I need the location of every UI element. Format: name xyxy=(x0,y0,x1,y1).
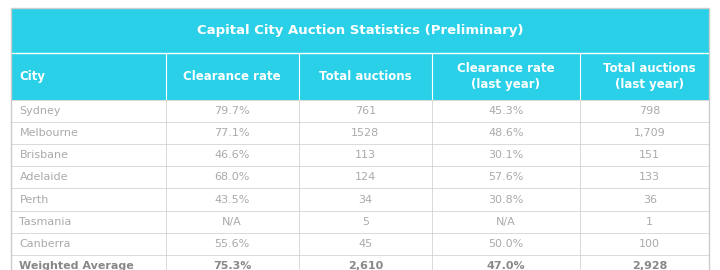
Text: 77.1%: 77.1% xyxy=(215,128,250,138)
Bar xyxy=(11,166,709,188)
Text: Perth: Perth xyxy=(19,194,49,205)
Text: 2,928: 2,928 xyxy=(632,261,667,270)
Text: 1,709: 1,709 xyxy=(634,128,666,138)
Text: 1528: 1528 xyxy=(351,128,379,138)
Text: 43.5%: 43.5% xyxy=(215,194,250,205)
Text: N/A: N/A xyxy=(222,217,242,227)
Text: Canberra: Canberra xyxy=(19,239,71,249)
Text: Clearance rate
(last year): Clearance rate (last year) xyxy=(457,62,554,91)
Text: 2,610: 2,610 xyxy=(348,261,383,270)
Text: 124: 124 xyxy=(355,172,376,183)
Text: Tasmania: Tasmania xyxy=(19,217,72,227)
Bar xyxy=(11,122,709,144)
Text: Adelaide: Adelaide xyxy=(19,172,68,183)
Text: 133: 133 xyxy=(639,172,660,183)
Text: Sydney: Sydney xyxy=(19,106,61,116)
Text: Brisbane: Brisbane xyxy=(19,150,68,160)
Text: 1: 1 xyxy=(647,217,653,227)
Text: 30.8%: 30.8% xyxy=(488,194,523,205)
Text: City: City xyxy=(19,70,45,83)
Text: Capital City Auction Statistics (Preliminary): Capital City Auction Statistics (Prelimi… xyxy=(197,24,523,37)
Text: 45: 45 xyxy=(359,239,372,249)
Text: 798: 798 xyxy=(639,106,660,116)
Text: 68.0%: 68.0% xyxy=(215,172,250,183)
Text: 55.6%: 55.6% xyxy=(215,239,250,249)
Text: 761: 761 xyxy=(355,106,376,116)
Text: 48.6%: 48.6% xyxy=(488,128,523,138)
Text: Melbourne: Melbourne xyxy=(19,128,78,138)
Text: 46.6%: 46.6% xyxy=(215,150,250,160)
Bar xyxy=(11,144,709,166)
Text: 57.6%: 57.6% xyxy=(488,172,523,183)
Bar xyxy=(11,211,709,233)
Text: 113: 113 xyxy=(355,150,376,160)
Text: 45.3%: 45.3% xyxy=(488,106,523,116)
Bar xyxy=(11,8,709,53)
Bar xyxy=(11,100,709,122)
Text: 79.7%: 79.7% xyxy=(215,106,250,116)
Text: 30.1%: 30.1% xyxy=(488,150,523,160)
Text: 75.3%: 75.3% xyxy=(213,261,251,270)
Text: Clearance rate: Clearance rate xyxy=(184,70,281,83)
Bar xyxy=(11,233,709,255)
Text: 5: 5 xyxy=(362,217,369,227)
Text: 34: 34 xyxy=(359,194,372,205)
Text: 50.0%: 50.0% xyxy=(488,239,523,249)
Text: Total auctions: Total auctions xyxy=(319,70,412,83)
Bar xyxy=(11,188,709,211)
Text: Weighted Average: Weighted Average xyxy=(19,261,134,270)
Bar xyxy=(11,255,709,270)
Text: N/A: N/A xyxy=(496,217,516,227)
Text: 36: 36 xyxy=(643,194,657,205)
Bar xyxy=(11,53,709,100)
Text: Total auctions
(last year): Total auctions (last year) xyxy=(603,62,696,91)
Text: 100: 100 xyxy=(639,239,660,249)
Text: 47.0%: 47.0% xyxy=(487,261,525,270)
Text: 151: 151 xyxy=(639,150,660,160)
